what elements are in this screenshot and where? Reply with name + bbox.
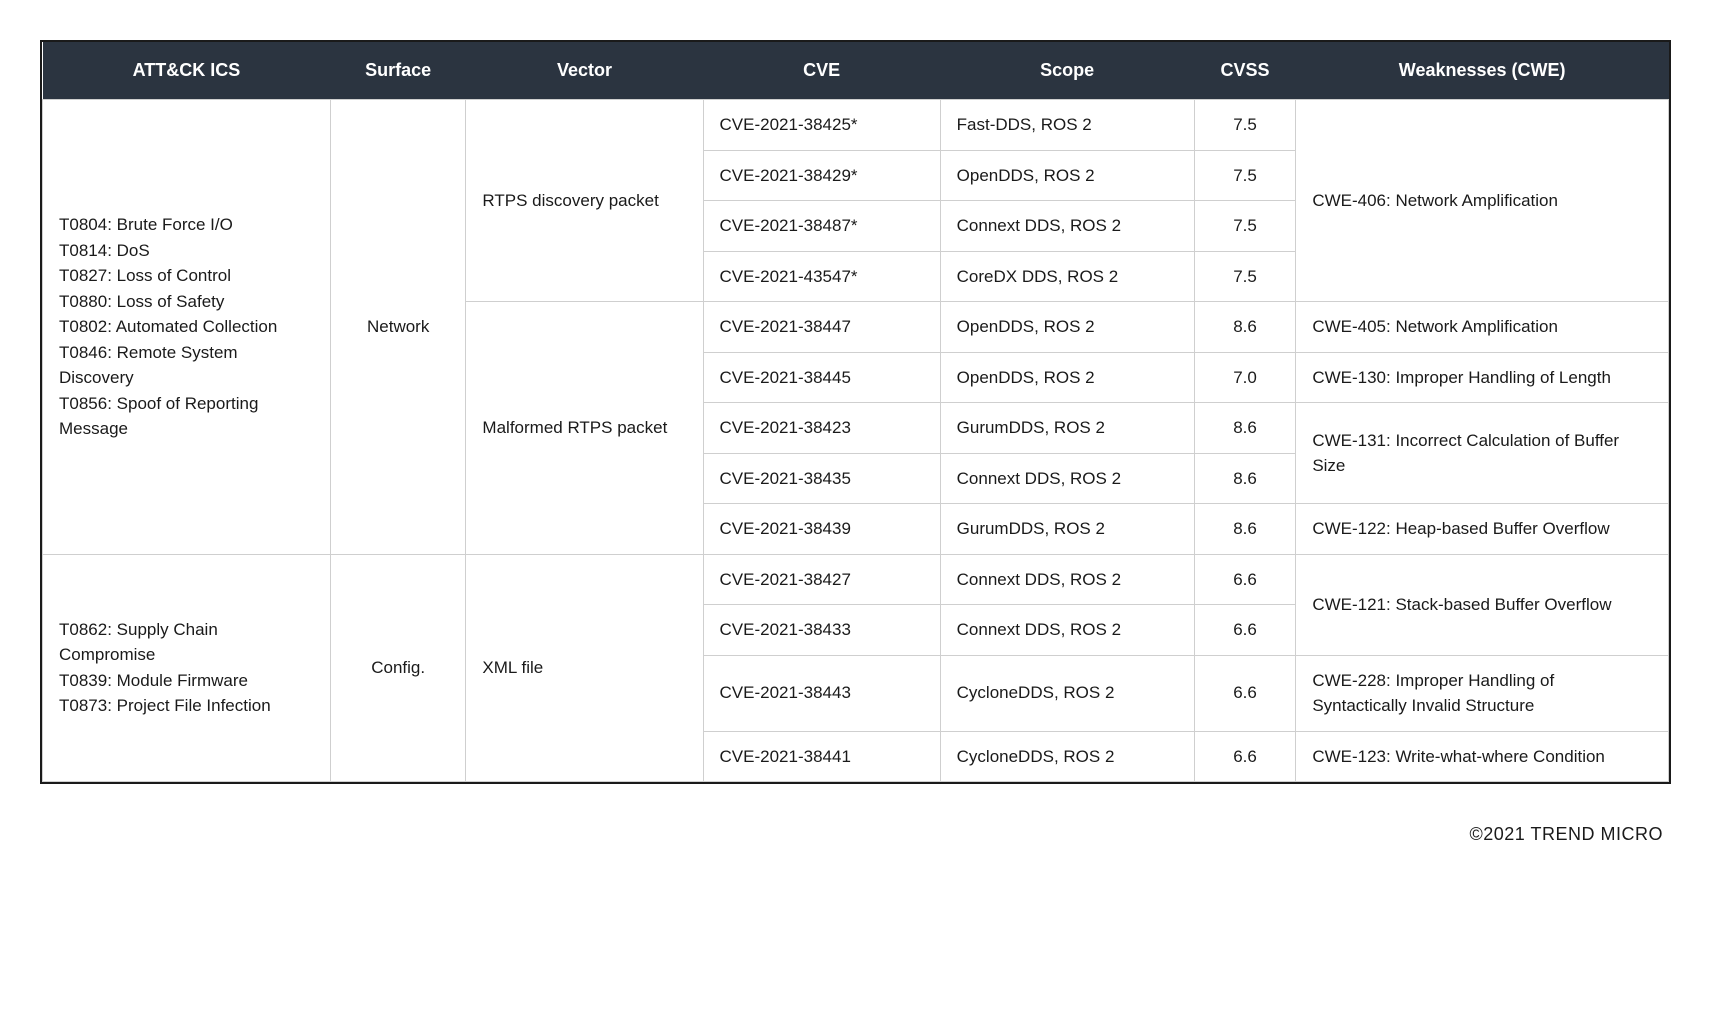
cell-cvss: 7.5 <box>1194 100 1296 151</box>
col-header-cwe: Weaknesses (CWE) <box>1296 42 1669 100</box>
cell-cve: CVE-2021-38427 <box>703 554 940 605</box>
cell-cve: CVE-2021-38429* <box>703 150 940 201</box>
cell-cwe: CWE-130: Improper Handling of Length <box>1296 352 1669 403</box>
col-header-attack: ATT&CK ICS <box>43 42 331 100</box>
cell-scope: OpenDDS, ROS 2 <box>940 302 1194 353</box>
col-header-scope: Scope <box>940 42 1194 100</box>
cell-cvss: 6.6 <box>1194 655 1296 731</box>
cell-cvss: 8.6 <box>1194 302 1296 353</box>
cell-cve: CVE-2021-38433 <box>703 605 940 656</box>
cell-cwe: CWE-228: Improper Handling of Syntactica… <box>1296 655 1669 731</box>
cell-scope: OpenDDS, ROS 2 <box>940 352 1194 403</box>
cell-scope: Connext DDS, ROS 2 <box>940 554 1194 605</box>
copyright-notice: ©2021 TREND MICRO <box>40 784 1671 845</box>
cell-scope: CycloneDDS, ROS 2 <box>940 731 1194 782</box>
cell-cve: CVE-2021-38425* <box>703 100 940 151</box>
cell-cve: CVE-2021-38447 <box>703 302 940 353</box>
col-header-cvss: CVSS <box>1194 42 1296 100</box>
cell-cvss: 7.5 <box>1194 150 1296 201</box>
cell-cve: CVE-2021-43547* <box>703 251 940 302</box>
cell-cwe: CWE-405: Network Amplification <box>1296 302 1669 353</box>
cell-cwe-121: CWE-121: Stack-based Buffer Overflow <box>1296 554 1669 655</box>
cell-vector-malformed-rtps: Malformed RTPS packet <box>466 302 703 555</box>
cell-cwe: CWE-122: Heap-based Buffer Overflow <box>1296 504 1669 555</box>
cell-scope: GurumDDS, ROS 2 <box>940 504 1194 555</box>
cell-cve: CVE-2021-38441 <box>703 731 940 782</box>
cell-scope: GurumDDS, ROS 2 <box>940 403 1194 454</box>
col-header-cve: CVE <box>703 42 940 100</box>
cell-cve: CVE-2021-38439 <box>703 504 940 555</box>
cell-attack-ics-2: T0862: Supply Chain CompromiseT0839: Mod… <box>43 554 331 782</box>
cell-surface-2: Config. <box>330 554 466 782</box>
cell-cve: CVE-2021-38435 <box>703 453 940 504</box>
col-header-surface: Surface <box>330 42 466 100</box>
cell-attack-ics-1: T0804: Brute Force I/OT0814: DoST0827: L… <box>43 100 331 555</box>
cell-cvss: 6.6 <box>1194 731 1296 782</box>
cell-cve: CVE-2021-38423 <box>703 403 940 454</box>
cell-vector-xml: XML file <box>466 554 703 782</box>
cell-scope: Connext DDS, ROS 2 <box>940 605 1194 656</box>
cell-cvss: 8.6 <box>1194 504 1296 555</box>
table-row: T0862: Supply Chain CompromiseT0839: Mod… <box>43 554 1669 605</box>
cell-scope: OpenDDS, ROS 2 <box>940 150 1194 201</box>
cell-cwe: CWE-123: Write-what-where Condition <box>1296 731 1669 782</box>
cell-cvss: 8.6 <box>1194 453 1296 504</box>
cell-scope: CoreDX DDS, ROS 2 <box>940 251 1194 302</box>
cell-scope: Connext DDS, ROS 2 <box>940 201 1194 252</box>
cell-cwe-131: CWE-131: Incorrect Calculation of Buffer… <box>1296 403 1669 504</box>
cell-cvss: 7.5 <box>1194 201 1296 252</box>
col-header-vector: Vector <box>466 42 703 100</box>
cell-scope: CycloneDDS, ROS 2 <box>940 655 1194 731</box>
cell-vector-rtps-discovery: RTPS discovery packet <box>466 100 703 302</box>
cell-cve: CVE-2021-38443 <box>703 655 940 731</box>
cell-cwe-406: CWE-406: Network Amplification <box>1296 100 1669 302</box>
cell-cvss: 6.6 <box>1194 554 1296 605</box>
table-header: ATT&CK ICS Surface Vector CVE Scope CVSS… <box>43 42 1669 100</box>
cell-scope: Fast-DDS, ROS 2 <box>940 100 1194 151</box>
cell-cvss: 7.0 <box>1194 352 1296 403</box>
cell-cve: CVE-2021-38487* <box>703 201 940 252</box>
cell-cvss: 8.6 <box>1194 403 1296 454</box>
cell-cvss: 6.6 <box>1194 605 1296 656</box>
cell-cve: CVE-2021-38445 <box>703 352 940 403</box>
table-row: T0804: Brute Force I/OT0814: DoST0827: L… <box>43 100 1669 151</box>
cell-scope: Connext DDS, ROS 2 <box>940 453 1194 504</box>
cell-cvss: 7.5 <box>1194 251 1296 302</box>
cell-surface-1: Network <box>330 100 466 555</box>
vulnerability-table: ATT&CK ICS Surface Vector CVE Scope CVSS… <box>40 40 1671 784</box>
